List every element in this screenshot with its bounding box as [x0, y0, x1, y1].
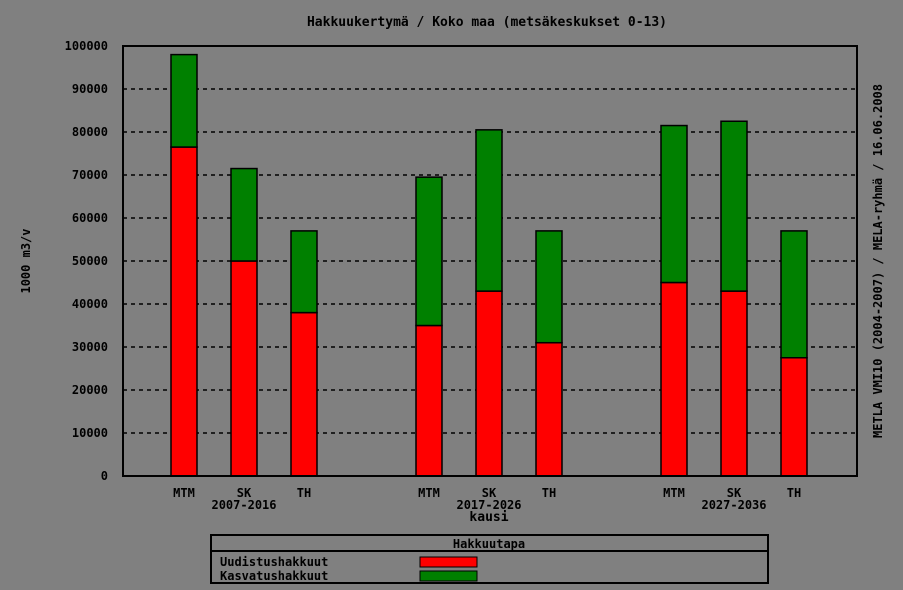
x-axis-label: kausi [469, 510, 508, 525]
y-tick-label: 60000 [72, 211, 108, 225]
y-tick-label: 30000 [72, 340, 108, 354]
legend-label: Uudistushakkuut [220, 555, 328, 569]
plot-frame [122, 45, 858, 477]
legend-swatch [419, 570, 478, 582]
bar-segment [535, 230, 563, 344]
x-tick-label: TH [542, 486, 556, 500]
bar-segment [415, 324, 443, 477]
y-tick-labels: 0 10000 20000 30000 40000 50000 60000 70000 8000… [65, 39, 108, 483]
x-tick-label: SK [237, 486, 252, 500]
x-tick-label: SK [727, 486, 742, 500]
x-tick-label: TH [787, 486, 801, 500]
legend-title: Hakkuutapa [453, 537, 525, 551]
group-label: 2007-2016 [211, 498, 276, 512]
x-tick-label: MTM [173, 486, 195, 500]
bar-segment [535, 341, 563, 477]
bar-segment [780, 357, 808, 477]
bars [170, 53, 808, 477]
bar-segment [780, 230, 808, 359]
bar-segment [660, 124, 688, 284]
x-tick-label: MTM [663, 486, 685, 500]
bar-segment [170, 146, 198, 477]
chart-title: Hakkuukertymä / Koko maa (metsäkeskukset… [307, 15, 667, 30]
right-side-label: METLA VMI10 (2004-2007) / MELA-ryhmä / 1… [871, 84, 885, 438]
legend-box [210, 534, 769, 584]
bar-segment [660, 281, 688, 477]
y-tick-label: 70000 [72, 168, 108, 182]
x-tick-label: SK [482, 486, 497, 500]
bar-segment [720, 290, 748, 477]
x-tick-label: MTM [418, 486, 440, 500]
legend-label: Kasvatushakkuut [220, 569, 328, 583]
y-tick-label: 10000 [72, 426, 108, 440]
bar-segment [230, 167, 258, 262]
y-tick-label: 90000 [72, 82, 108, 96]
bar-segment [720, 120, 748, 292]
y-tick-label: 40000 [72, 297, 108, 311]
y-tick-label: 20000 [72, 383, 108, 397]
legend: Hakkuutapa UudistushakkuutKasvatushakkuu… [210, 534, 769, 584]
y-tick-label: 0 [101, 469, 108, 483]
bar-segment [415, 176, 443, 327]
x-tick-label: TH [297, 486, 311, 500]
bar-segment [290, 230, 318, 314]
bar-segment [290, 311, 318, 477]
y-tick-label: 80000 [72, 125, 108, 139]
bar-segment [170, 53, 198, 148]
y-axis-label: 1000 m3/v [19, 228, 33, 293]
y-tick-label: 100000 [65, 39, 108, 53]
bar-segment [230, 260, 258, 477]
y-tick-label: 50000 [72, 254, 108, 268]
legend-swatch [419, 556, 478, 568]
x-tick-labels: MTM SK TH 2007-2016 MTM SK TH 2017-2026 MTM SK TH 2… [173, 486, 801, 512]
group-label: 2027-2036 [701, 498, 766, 512]
bar-segment [475, 290, 503, 477]
group-label: 2017-2026 [456, 498, 521, 512]
bar-segment [475, 129, 503, 292]
